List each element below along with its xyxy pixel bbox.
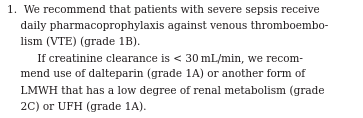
Text: daily pharmacoprophylaxis against venous thromboembo-: daily pharmacoprophylaxis against venous… [7, 21, 328, 31]
Text: If creatinine clearance is < 30 mL/min, we recom-: If creatinine clearance is < 30 mL/min, … [7, 53, 302, 63]
Text: 1.  We recommend that patients with severe sepsis receive: 1. We recommend that patients with sever… [7, 5, 319, 15]
Text: mend use of dalteparin (grade 1A) or another form of: mend use of dalteparin (grade 1A) or ano… [7, 69, 305, 80]
Text: LMWH that has a low degree of renal metabolism (grade: LMWH that has a low degree of renal meta… [7, 85, 324, 96]
Text: lism (VTE) (grade 1B).: lism (VTE) (grade 1B). [7, 37, 140, 47]
Text: 2C) or UFH (grade 1A).: 2C) or UFH (grade 1A). [7, 101, 146, 112]
